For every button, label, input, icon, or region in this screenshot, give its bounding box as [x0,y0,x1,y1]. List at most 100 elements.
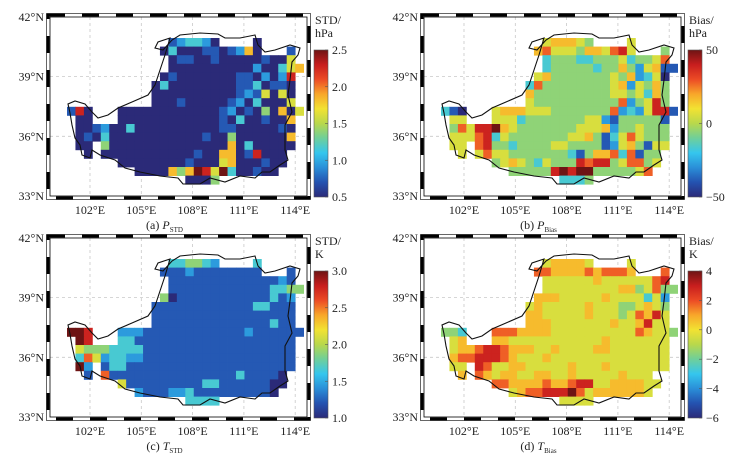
grid-cell [635,319,645,329]
grid-cell [559,345,569,354]
grid-cell [584,46,594,56]
grid-cell [550,319,560,329]
grid-cell [83,106,93,116]
grid-cell [533,46,543,56]
grid-cell [550,89,560,99]
grid-cell [567,370,577,380]
grid-cell [83,141,93,151]
grid-cell [635,293,645,303]
grid-cell [550,388,560,397]
grid-cell [618,63,628,73]
grid-cell [601,106,611,116]
grid-cell [286,55,296,65]
grid-cell [176,72,186,82]
grid-cell [533,379,543,389]
grid-cell [584,72,594,82]
caption-subscript: STD [170,226,183,234]
grid-cell [219,362,228,372]
grid-cell [593,319,602,329]
grid-cell [261,353,271,363]
map-frame-outer [46,13,311,200]
grid-cell [660,46,670,56]
grid-cell [261,115,271,125]
caption-subscript: STD [169,447,182,455]
grid-cell [269,72,279,82]
grid-cell [491,124,501,133]
grid-cell [126,141,135,151]
grid-cell [626,336,636,346]
panel-caption: (a) PSTD [146,218,183,234]
grid-cell [610,46,619,56]
grid-cell [244,379,254,389]
grid-cell [660,132,670,142]
grid-cell [584,141,594,151]
grid-cell [151,370,161,380]
grid-cell [652,89,662,99]
grid-cell [210,370,220,380]
grid-cell [601,362,611,372]
grid-cell [185,370,195,380]
grid-cell [210,149,220,159]
grid-cell [252,124,262,133]
grid-cell [576,259,586,268]
grid-cell [176,353,186,363]
grid-cell [202,46,212,56]
grid-cell [168,158,178,168]
grid-cell [286,327,296,337]
grid-cell [449,132,459,142]
grid-cell [83,336,93,346]
grid-cell [660,319,670,329]
grid-cell [618,72,628,82]
grid-cell [244,345,254,354]
lon-tick-label: 111°E [229,203,258,217]
grid-cell [278,302,288,311]
grid-cell [185,388,195,397]
grid-cell [559,276,569,286]
grid-cell [567,336,577,346]
grid-cell [576,388,586,397]
grid-cell [576,370,586,380]
grid-cell [533,310,543,320]
grid-cell [143,132,152,142]
colorbar-tick-label: 1.0 [332,153,347,167]
grid-cell [584,115,594,125]
grid-cell [542,336,552,346]
grid-cell [193,293,203,303]
grid-cell [202,89,212,99]
grid-cell [126,106,135,116]
grid-cell [660,98,670,108]
grid-cell [278,319,288,329]
grid-cell [244,124,254,133]
grid-cell [219,370,228,380]
lat-tick-label: 42°N [19,231,45,245]
grid-cell [593,302,602,311]
caption-prefix: (d) [520,439,537,453]
grid-cell [660,362,670,372]
lon-tick-label: 111°E [603,424,632,438]
grid-cell [593,63,602,73]
grid-cell [643,276,653,286]
grid-cell [635,89,645,99]
grid-cell [193,158,203,168]
grid-cell [660,106,670,116]
grid-cell [533,141,543,151]
grid-cell [584,353,594,363]
grid-cell [126,132,135,142]
grid-cell [474,124,484,133]
grid-cell [219,319,228,329]
grid-cell [542,167,552,176]
grid-cell [610,124,619,133]
grid-cell [559,175,569,185]
grid-cell [134,158,144,168]
grid-cell [542,276,552,286]
grid-cell [576,106,586,116]
grid-cell [236,55,245,65]
grid-cell [576,158,586,168]
grid-cell [584,267,594,277]
grid-cell [652,115,662,125]
grid-cell [252,106,262,116]
grid-cell [117,327,127,337]
grid-cell [491,115,501,125]
grid-cell [252,72,262,82]
grid-cell [261,124,271,133]
